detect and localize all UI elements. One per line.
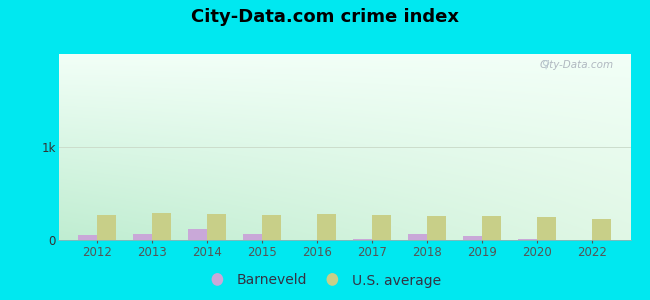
Bar [188, 229, 207, 240]
Bar [518, 239, 537, 240]
Bar [353, 239, 372, 240]
Bar [298, 239, 317, 240]
Bar [372, 215, 391, 240]
Text: City-Data.com crime index: City-Data.com crime index [191, 8, 459, 26]
Bar [427, 216, 447, 240]
Text: ⚲: ⚲ [542, 60, 550, 70]
Text: City-Data.com: City-Data.com [540, 60, 614, 70]
Bar [78, 235, 97, 240]
Bar [207, 214, 226, 240]
Bar [97, 215, 116, 240]
Bar [592, 219, 611, 240]
Bar [242, 234, 262, 240]
Bar [463, 236, 482, 240]
Bar [537, 217, 556, 240]
Legend: Barneveld, U.S. average: Barneveld, U.S. average [203, 268, 447, 293]
Bar [482, 216, 501, 240]
Bar [408, 234, 427, 240]
Bar [317, 214, 336, 240]
Bar [152, 213, 171, 240]
Bar [133, 234, 152, 240]
Bar [262, 215, 281, 240]
